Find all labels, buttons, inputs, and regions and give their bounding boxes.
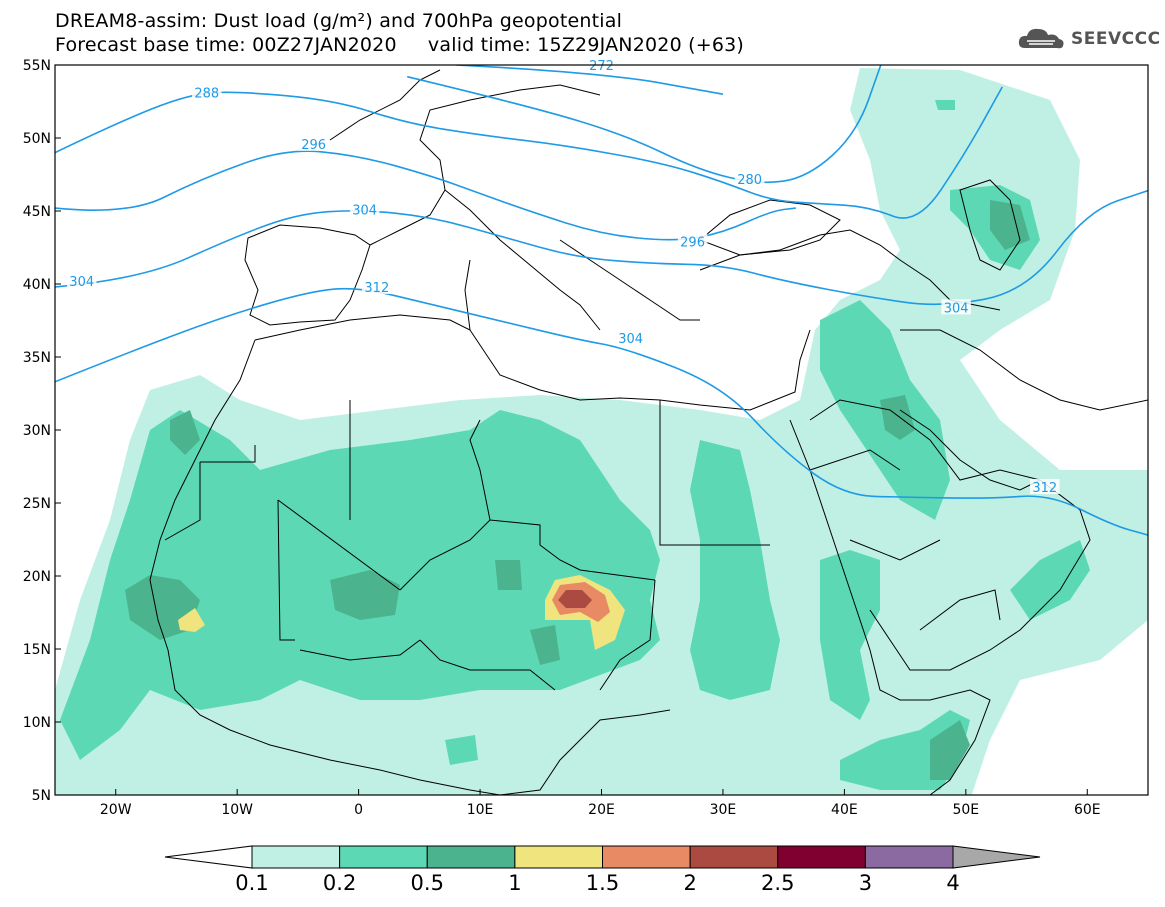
contour-label: 312 bbox=[364, 281, 389, 296]
cloud-icon bbox=[1018, 28, 1064, 49]
contour-label: 304 bbox=[352, 204, 377, 219]
colorbar-label: 2 bbox=[683, 871, 696, 895]
geopotential-contour-288 bbox=[55, 86, 1003, 219]
y-tick-label: 25N bbox=[23, 496, 51, 512]
x-tick-label: 20W bbox=[100, 802, 132, 818]
x-tick-label: 10E bbox=[467, 802, 494, 818]
y-tick-label: 40N bbox=[23, 277, 51, 293]
contour-label-bg bbox=[734, 170, 765, 186]
contour-label: 296 bbox=[680, 236, 705, 251]
y-tick-label: 10N bbox=[23, 715, 51, 731]
y-tick-label: 45N bbox=[23, 204, 51, 220]
dust-load-field bbox=[55, 68, 1148, 795]
colorbar-label: 2.5 bbox=[761, 871, 794, 895]
y-tick-label: 20N bbox=[23, 569, 51, 585]
x-tick-label: 50E bbox=[952, 802, 979, 818]
contour-label: 288 bbox=[194, 87, 219, 102]
contour-label-bg bbox=[66, 273, 97, 289]
colorbar-segment bbox=[426, 845, 516, 869]
colorbar-segment bbox=[514, 845, 603, 869]
contour-label-bg bbox=[192, 84, 222, 100]
seevccc-logo: SEEVCCC bbox=[1015, 24, 1161, 54]
contour-label-bg bbox=[298, 135, 329, 151]
x-axis: 20W 10W 0 10E 20E 30E 40E 50E 60E bbox=[100, 789, 1101, 818]
contour-label: 304 bbox=[69, 275, 94, 290]
contour-label-bg bbox=[615, 330, 646, 346]
colorbar-segment bbox=[602, 845, 691, 869]
colorbar-label: 4 bbox=[946, 871, 959, 895]
colorbar-label: 0.2 bbox=[323, 871, 356, 895]
contour-label-bg bbox=[677, 233, 708, 249]
x-tick-label: 0 bbox=[354, 802, 363, 818]
geopotential-contour-296 bbox=[55, 150, 796, 241]
contour-label-bg bbox=[1030, 478, 1060, 494]
y-tick-label: 55N bbox=[23, 58, 51, 74]
x-tick-label: 30E bbox=[710, 802, 737, 818]
map-title: DREAM8-assim: Dust load (g/m²) and 700hP… bbox=[55, 10, 623, 32]
y-axis: 55N 50N 45N 40N 35N 30N 25N 20N 15N 10N 5N bbox=[23, 58, 61, 804]
colorbar-label: 1.5 bbox=[586, 871, 619, 895]
contour-label: 272 bbox=[589, 59, 614, 74]
colorbar-label: 1 bbox=[508, 871, 521, 895]
geopotential-contour-280 bbox=[407, 65, 882, 184]
contour-label: 312 bbox=[1032, 481, 1057, 496]
y-tick-label: 35N bbox=[23, 350, 51, 366]
contour-label: 296 bbox=[301, 138, 326, 153]
x-tick-label: 20E bbox=[588, 802, 615, 818]
colorbar-label: 0.1 bbox=[235, 871, 268, 895]
colorbar-label: 0.5 bbox=[411, 871, 444, 895]
colorbar-segment bbox=[339, 845, 428, 869]
contour-labels: 272 288 280 296 304 312 304 296 304 304 312 bbox=[66, 57, 1060, 496]
geopotential-contours bbox=[55, 65, 1148, 536]
y-tick-label: 5N bbox=[32, 788, 51, 804]
colorbar-segment bbox=[777, 845, 866, 869]
contour-label-bg bbox=[362, 278, 392, 294]
geopotential-contour-304 bbox=[55, 189, 1148, 306]
colorbar-segment bbox=[251, 845, 341, 869]
geopotential-contour-272 bbox=[455, 65, 724, 95]
colorbar-segment bbox=[864, 845, 954, 869]
contour-label-bg bbox=[941, 299, 971, 315]
colorbar-label: 3 bbox=[859, 871, 872, 895]
x-tick-label: 40E bbox=[831, 802, 858, 818]
y-tick-label: 30N bbox=[23, 423, 51, 439]
contour-label: 280 bbox=[737, 173, 762, 188]
dust-level-2 bbox=[558, 590, 592, 608]
x-tick-label: 60E bbox=[1074, 802, 1101, 818]
forecast-time-subtitle: Forecast base time: 00Z27JAN2020 valid t… bbox=[55, 34, 745, 56]
contour-label: 304 bbox=[618, 332, 643, 347]
colorbar: 0.1 0.2 0.5 1 1.5 2 2.5 3 4 bbox=[164, 845, 1041, 895]
y-tick-label: 15N bbox=[23, 642, 51, 658]
geopotential-contour-312 bbox=[55, 287, 1148, 536]
logo-text: SEEVCCC bbox=[1071, 29, 1161, 49]
colorbar-high-arrow bbox=[952, 845, 1041, 869]
x-tick-label: 10W bbox=[221, 802, 253, 818]
colorbar-low-arrow bbox=[164, 845, 253, 869]
contour-label: 304 bbox=[944, 301, 969, 316]
contour-label-bg bbox=[349, 201, 380, 217]
colorbar-segment bbox=[689, 845, 779, 869]
y-tick-label: 50N bbox=[23, 131, 51, 147]
